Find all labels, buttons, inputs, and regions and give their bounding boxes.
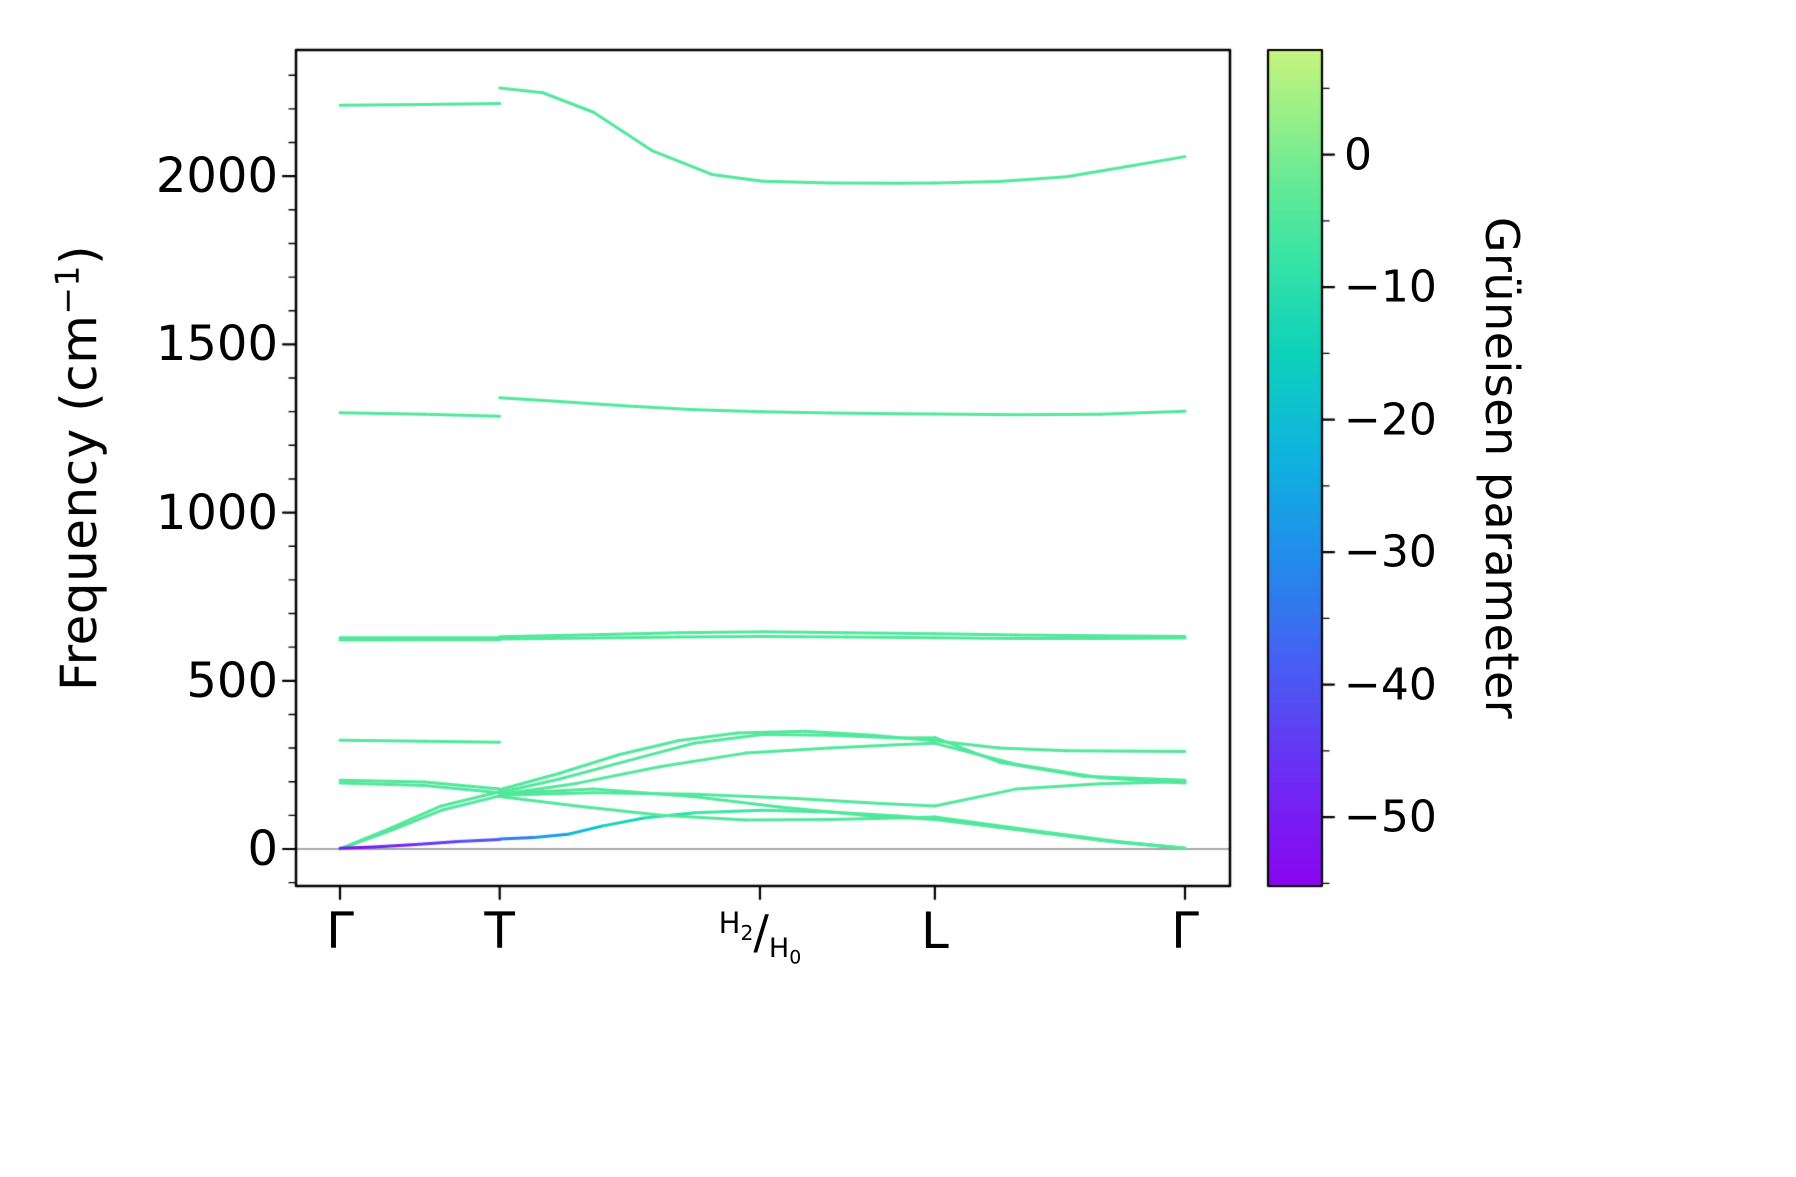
frac-denominator: H0: [768, 933, 802, 969]
y-tick-label: 2000: [155, 148, 278, 205]
colorbar-tick-label: −30: [1344, 526, 1437, 578]
colorbar-tick-label: −50: [1344, 791, 1437, 843]
y-axis-label: Frequency (cm−1): [48, 245, 109, 691]
x-tick-label: Γ: [1171, 902, 1199, 960]
x-tick-label: T: [484, 902, 515, 960]
frac-numerator: H2: [718, 906, 754, 945]
colorbar-tick-label: 0: [1344, 129, 1372, 181]
y-tick-label: 1000: [155, 484, 278, 541]
y-axis-label-close: ): [50, 244, 109, 265]
x-tick-label: Γ: [326, 902, 354, 960]
y-axis-label-superscript: −1: [47, 264, 87, 315]
colorbar-tick-label: −10: [1344, 261, 1437, 313]
frac-slash: /: [753, 905, 769, 959]
y-axis-label-text: Frequency (cm: [50, 314, 109, 692]
y-tick-label: 1500: [155, 316, 278, 373]
x-tick-label-fraction: H2/H0: [718, 902, 802, 968]
x-tick-label: L: [920, 902, 949, 960]
colorbar-tick-label: −20: [1344, 394, 1437, 446]
colorbar-tick-label: −40: [1344, 659, 1437, 711]
y-tick-label: 0: [247, 820, 278, 877]
colorbar-label: Grüneisen parameter: [1475, 216, 1529, 720]
y-tick-label: 500: [186, 652, 278, 709]
